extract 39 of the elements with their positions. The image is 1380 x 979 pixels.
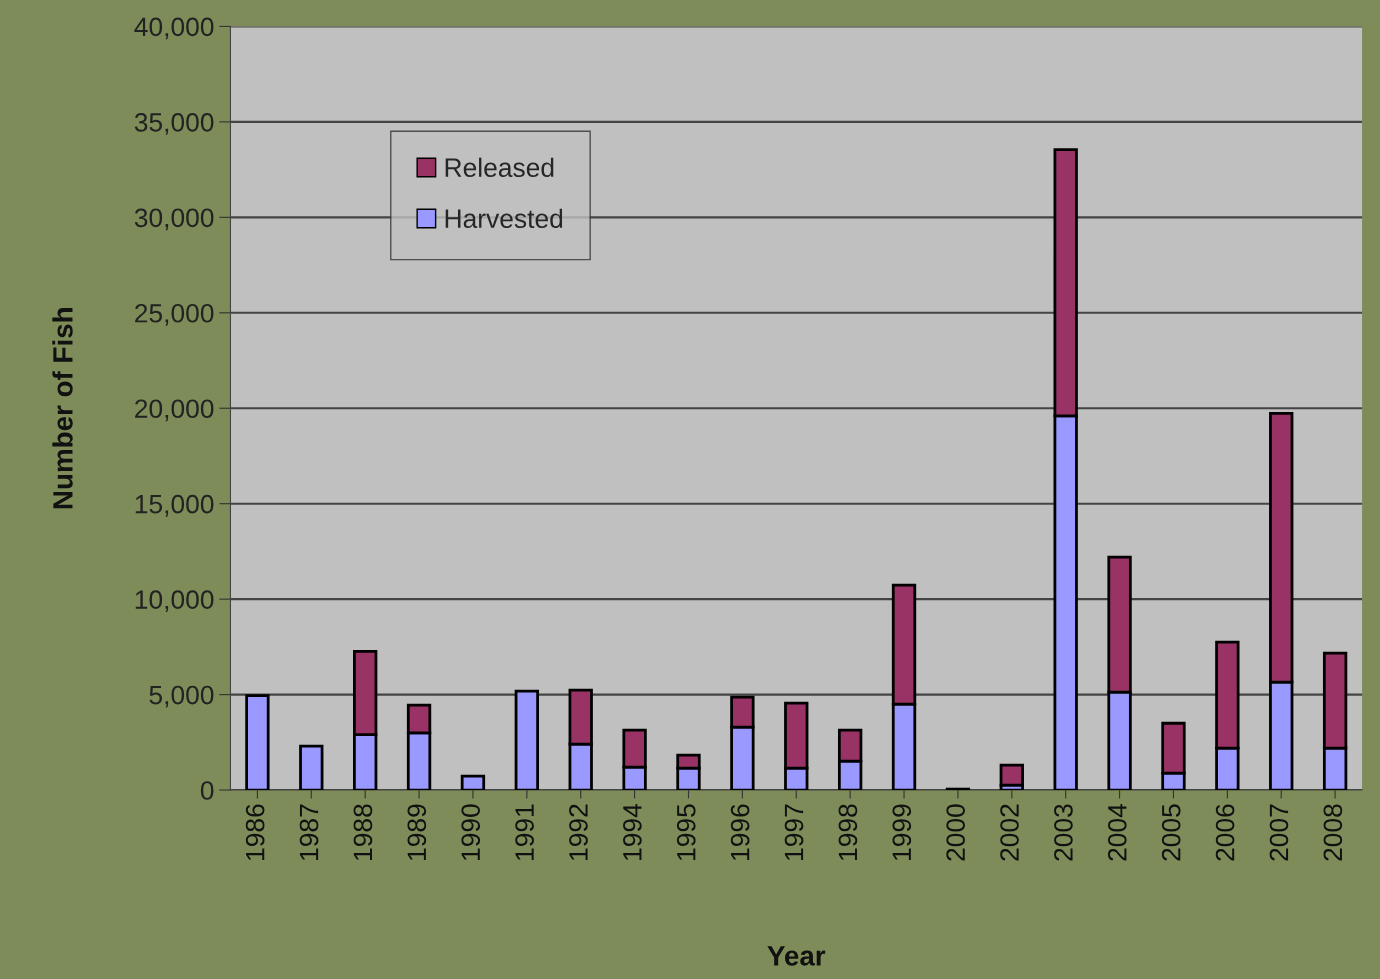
legend-label: Harvested bbox=[445, 208, 563, 229]
y-tick-label: 30,000 bbox=[134, 208, 214, 231]
bar bbox=[999, 763, 1024, 787]
bar bbox=[245, 694, 270, 791]
x-tick-label: 2000 bbox=[946, 804, 965, 861]
x-tick-label: 1999 bbox=[892, 804, 912, 860]
x-axis-title: Year bbox=[767, 946, 826, 966]
x-tick-label: 1992 bbox=[569, 804, 588, 860]
x-tick-label: 2002 bbox=[1000, 804, 1019, 861]
x-tick-label: 1996 bbox=[730, 804, 750, 860]
y-tick-label: 40,000 bbox=[134, 17, 214, 40]
x-tick-label: 2003 bbox=[1054, 804, 1073, 861]
x-tick-label: 2005 bbox=[1161, 804, 1181, 861]
x-tick-label: 1997 bbox=[784, 804, 804, 860]
y-tick-label: 35,000 bbox=[134, 113, 214, 135]
x-tick-label: 1994 bbox=[623, 804, 642, 860]
x-tick-label: 1987 bbox=[299, 804, 319, 860]
y-tick-label: 10,000 bbox=[135, 590, 214, 613]
bar bbox=[460, 774, 486, 791]
x-tick-label: 1998 bbox=[838, 804, 858, 860]
bar bbox=[299, 744, 324, 791]
x-tick-label: 1991 bbox=[515, 804, 534, 860]
y-tick-label: 25,000 bbox=[135, 303, 214, 326]
x-tick-label: 1988 bbox=[353, 804, 373, 860]
x-tick-label: 1986 bbox=[245, 804, 265, 860]
x-tick-label: 2008 bbox=[1323, 804, 1343, 861]
legend-label: Released bbox=[445, 157, 554, 178]
y-axis-title: Number of Fish bbox=[52, 308, 73, 509]
x-tick-label: 1990 bbox=[461, 804, 481, 860]
bar bbox=[514, 689, 539, 791]
y-tick-label: 5,000 bbox=[149, 685, 214, 708]
y-tick-label: 0 bbox=[200, 781, 214, 800]
x-tick-label: 2006 bbox=[1215, 804, 1235, 861]
y-tick-label: 20,000 bbox=[135, 399, 214, 422]
x-tick-label: 1995 bbox=[676, 804, 696, 860]
x-tick-label: 2004 bbox=[1107, 804, 1127, 861]
y-tick-label: 15,000 bbox=[135, 494, 214, 517]
x-tick-label: 2007 bbox=[1269, 804, 1289, 861]
x-tick-label: 1989 bbox=[407, 804, 427, 860]
